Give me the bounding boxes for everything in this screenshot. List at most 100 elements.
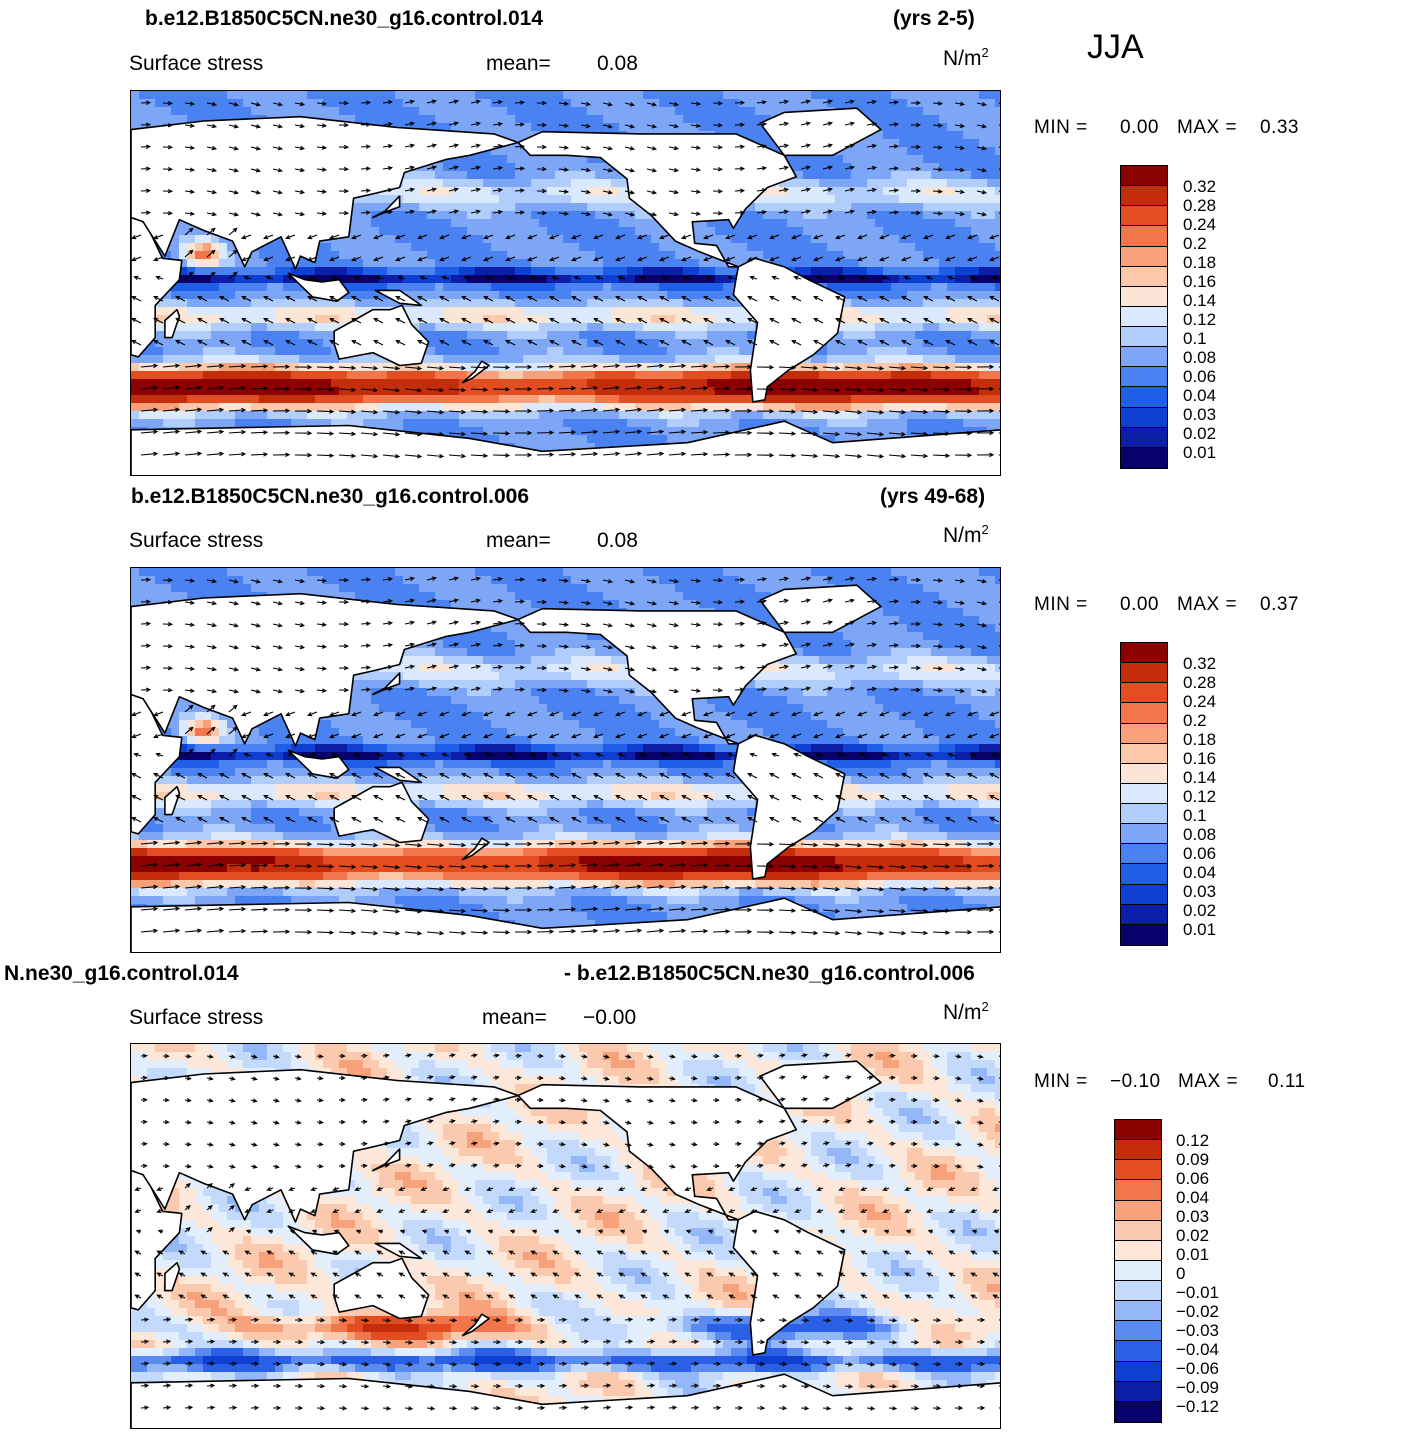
field-cell [939,299,948,308]
field-cell [547,307,556,316]
field-cell [307,299,316,308]
field-cell [851,371,860,380]
field-cell [627,411,636,420]
field-cell [755,195,764,204]
field-cell [275,323,284,332]
field-cell [467,155,476,164]
field-cell [259,99,268,108]
field-cell [411,251,420,260]
field-cell [995,331,1000,340]
field-cell [587,267,596,276]
field-cell [651,283,660,292]
field-cell [395,419,404,428]
field-cell [347,355,356,364]
field-cell [371,291,380,300]
field-cell [323,315,332,324]
field-cell [899,355,908,364]
field-cell [563,107,572,116]
field-cell [267,419,276,428]
field-cell [643,267,652,276]
field-cell [827,203,836,212]
field-cell [355,203,364,212]
field-cell [731,403,740,412]
field-cell [291,371,300,380]
field-cell [243,387,252,396]
field-cell [395,211,404,220]
field-cell [411,219,420,228]
field-cell [491,275,500,284]
field-cell [955,211,964,220]
field-cell [283,347,292,356]
field-cell [523,203,532,212]
field-cell [995,211,1000,220]
field-cell [179,315,188,324]
field-cell [811,219,820,228]
field-cell [515,91,524,100]
field-cell [795,251,804,260]
field-cell [139,115,148,124]
field-cell [619,435,628,444]
field-cell [787,179,796,188]
field-cell [203,371,212,380]
field-cell [867,347,876,356]
field-cell [187,387,196,396]
field-cell [619,179,628,188]
field-cell [755,115,764,124]
field-cell [571,363,580,372]
field-cell [563,291,572,300]
field-cell [579,275,588,284]
field-cell [515,387,524,396]
field-cell [203,115,212,124]
field-cell [451,243,460,252]
field-cell [419,323,428,332]
field-cell [523,107,532,116]
field-cell [963,99,972,108]
field-cell [899,163,908,172]
field-cell [851,227,860,236]
field-cell [739,403,748,412]
field-cell [819,163,828,172]
field-cell [443,275,452,284]
field-cell [883,403,892,412]
field-cell [995,379,1000,388]
field-cell [267,299,276,308]
field-cell [443,339,452,348]
field-cell [235,339,244,348]
field-cell [819,347,828,356]
field-cell [131,91,140,100]
field-cell [635,123,644,132]
field-cell [619,387,628,396]
field-cell [427,115,436,124]
field-cell [563,123,572,132]
field-cell [491,243,500,252]
field-cell [939,147,948,156]
field-cell [955,267,964,276]
field-cell [211,411,220,420]
field-cell [363,371,372,380]
field-cell [467,123,476,132]
field-cell [403,203,412,212]
field-cell [587,91,596,100]
field-cell [523,435,532,444]
field-cell [803,411,812,420]
field-cell [899,427,908,436]
field-cell [251,419,260,428]
field-cell [779,187,788,196]
field-cell [507,203,516,212]
field-cell [851,267,860,276]
field-cell [827,243,836,252]
field-cell [571,347,580,356]
field-cell [995,267,1000,276]
field-cell [931,131,940,140]
field-cell [211,267,220,276]
field-cell [251,387,260,396]
field-cell [819,411,828,420]
field-cell [451,427,460,436]
field-cell [779,91,788,100]
field-cell [427,315,436,324]
field-cell [507,267,516,276]
field-cell [667,411,676,420]
field-cell [195,347,204,356]
field-cell [795,211,804,220]
field-cell [147,355,156,364]
